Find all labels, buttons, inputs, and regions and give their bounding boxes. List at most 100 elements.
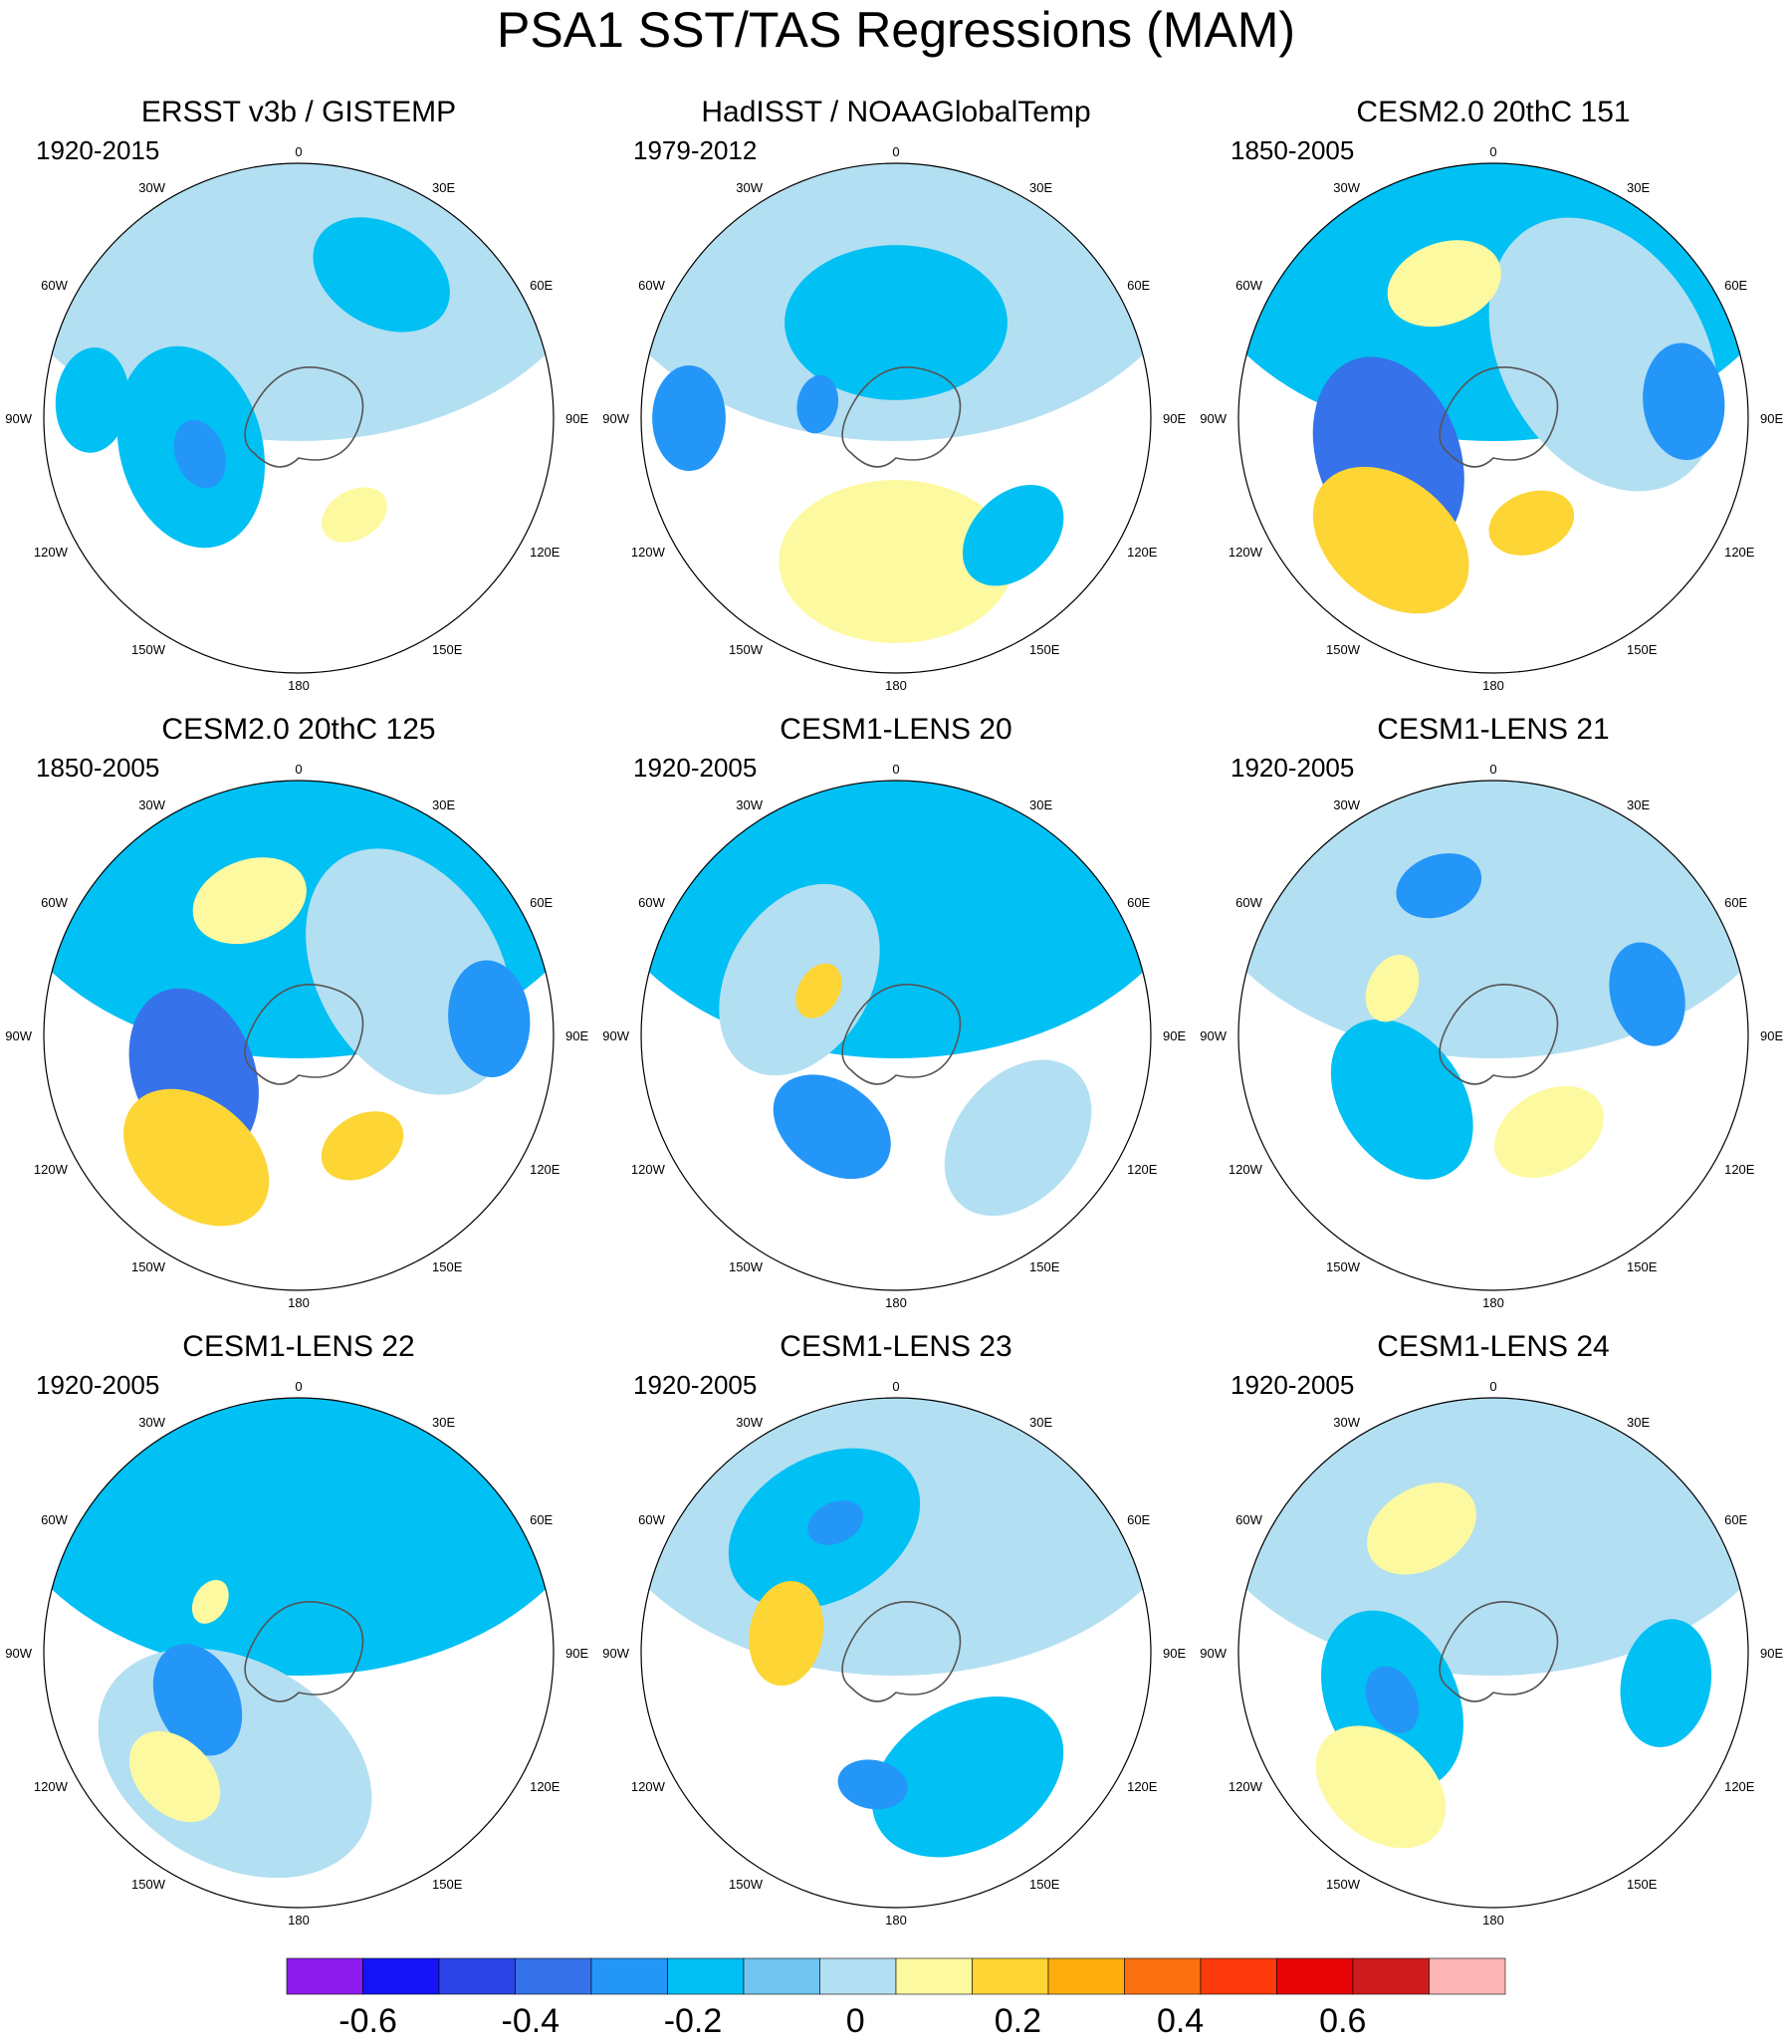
- contour-region: [795, 963, 842, 1019]
- longitude-label: 60E: [1127, 895, 1150, 910]
- colorbar-box: [590, 1957, 668, 1995]
- longitude-label: 30E: [432, 797, 455, 812]
- colorbar-tick-label: 0.6: [1319, 2002, 1366, 2039]
- longitude-label: 60W: [638, 1512, 665, 1527]
- longitude-label: 0: [892, 762, 899, 777]
- longitude-label: 90E: [1760, 1028, 1783, 1043]
- map-border: [640, 780, 1152, 1291]
- contour-region: [1365, 1666, 1420, 1733]
- colorbar-box: [667, 1957, 745, 1995]
- map-border: [1237, 780, 1749, 1291]
- panel-title: CESM1-LENS 22: [182, 1330, 414, 1363]
- contour-region: [44, 163, 554, 442]
- coastline-antarctica: [841, 1601, 962, 1703]
- coastline-antarctica: [1439, 366, 1559, 468]
- contour-region: [1609, 942, 1685, 1046]
- contour-field: [1238, 1398, 1748, 1849]
- contour-region: [962, 484, 1064, 586]
- longitude-label: 180: [1482, 1295, 1504, 1310]
- longitude-label: 0: [295, 1379, 302, 1394]
- panel-period: 1920-2005: [1231, 1370, 1354, 1400]
- longitude-label: 30W: [736, 180, 763, 195]
- contour-region: [123, 1088, 270, 1227]
- longitude-label: 180: [288, 1295, 310, 1310]
- longitude-label: 30E: [1627, 797, 1650, 812]
- longitude-label: 30W: [138, 797, 165, 812]
- longitude-label: 150E: [432, 1259, 463, 1274]
- map-border: [43, 162, 555, 674]
- longitude-label: 120W: [631, 545, 666, 560]
- longitude-label: 90E: [565, 1646, 588, 1661]
- longitude-label: 120E: [1724, 545, 1755, 560]
- longitude-label: 150E: [1627, 642, 1658, 657]
- contour-region: [1312, 466, 1469, 614]
- colorbar-box: [1047, 1957, 1125, 1995]
- coastline-antarctica: [1439, 1601, 1559, 1703]
- contour-field: [1238, 781, 1748, 1180]
- longitude-label: 150W: [729, 642, 764, 657]
- map-panel: CESM1-LENS 24 1920-2005 0 30E 60E 90E 120E 150E…: [1200, 1330, 1783, 1928]
- contour-region: [1238, 1398, 1748, 1677]
- panel-title: CESM1-LENS 24: [1377, 1330, 1609, 1363]
- longitude-label: 150E: [432, 1877, 463, 1892]
- longitude-label: 120W: [1229, 545, 1263, 560]
- longitude-label: 30E: [1627, 1415, 1650, 1430]
- colorbar-tick-label: -0.4: [502, 2002, 560, 2039]
- longitude-label: 150E: [1029, 1259, 1060, 1274]
- colorbar-box: [438, 1957, 516, 1995]
- contour-region: [1238, 781, 1748, 1059]
- contour-region: [749, 1580, 824, 1687]
- colorbar-box: [743, 1957, 820, 1995]
- panel-period: 1920-2005: [633, 1370, 757, 1400]
- contour-region: [448, 960, 531, 1078]
- longitude-label: 60E: [1724, 895, 1747, 910]
- contour-region: [871, 1697, 1064, 1858]
- longitude-label: 150W: [131, 1259, 166, 1274]
- contour-region: [1396, 853, 1482, 919]
- contour-region: [1488, 490, 1575, 556]
- longitude-label: 150W: [729, 1877, 764, 1892]
- longitude-label: 150W: [1326, 1877, 1361, 1892]
- panel-period: 1850-2005: [1231, 135, 1354, 165]
- colorbar: -0.6 -0.4 -0.2 0 0.2 0.4 0.6: [286, 1957, 1506, 2040]
- longitude-label: 60W: [1235, 278, 1262, 293]
- map-border: [640, 1397, 1152, 1909]
- longitude-label: 30E: [1029, 797, 1052, 812]
- longitude-label: 90W: [602, 1028, 629, 1043]
- longitude-label: 150E: [1627, 1259, 1658, 1274]
- contour-region: [1620, 1619, 1712, 1747]
- contour-region: [1367, 1482, 1476, 1575]
- contour-region: [779, 480, 1013, 643]
- panel-title: CESM1-LENS 20: [780, 713, 1011, 746]
- map-panel: CESM1-LENS 23 1920-2005 0 30E 60E 90E 120E 150E…: [602, 1330, 1186, 1928]
- longitude-label: 0: [892, 144, 899, 159]
- coastline-antarctica: [244, 984, 364, 1085]
- colorbar-box: [1276, 1957, 1354, 1995]
- longitude-label: 60E: [1127, 278, 1150, 293]
- contour-region: [1643, 342, 1725, 461]
- longitude-label: 120W: [1229, 1162, 1263, 1177]
- longitude-label: 120E: [1724, 1162, 1755, 1177]
- colorbar-box: [1429, 1957, 1506, 1995]
- longitude-label: 60W: [41, 1512, 68, 1527]
- map-border: [640, 162, 1152, 674]
- map-panel: ERSST v3b / GISTEMP 1920-2015 0 30E 60E 90E 12…: [5, 96, 588, 693]
- longitude-label: 30W: [138, 1415, 165, 1430]
- contour-region: [910, 869, 1062, 1022]
- panel-period: 1850-2005: [36, 753, 159, 783]
- longitude-label: 90E: [1163, 1646, 1186, 1661]
- longitude-label: 90E: [565, 1028, 588, 1043]
- panel-title: ERSST v3b / GISTEMP: [141, 96, 456, 128]
- longitude-label: 90W: [1200, 411, 1227, 426]
- colorbar-box: [819, 1957, 897, 1995]
- colorbar-box: [1124, 1957, 1202, 1995]
- map-border: [1237, 1397, 1749, 1909]
- colorbar-tick-label: -0.6: [338, 2002, 397, 2039]
- coastline-antarctica: [841, 366, 962, 468]
- longitude-label: 60W: [1235, 895, 1262, 910]
- map-panel: CESM1-LENS 22 1920-2005 0 30E 60E 90E 120E 150E…: [5, 1330, 588, 1928]
- longitude-label: 30W: [138, 180, 165, 195]
- panel-period: 1979-2012: [633, 135, 757, 165]
- longitude-label: 120E: [530, 545, 560, 560]
- longitude-label: 0: [892, 1379, 899, 1394]
